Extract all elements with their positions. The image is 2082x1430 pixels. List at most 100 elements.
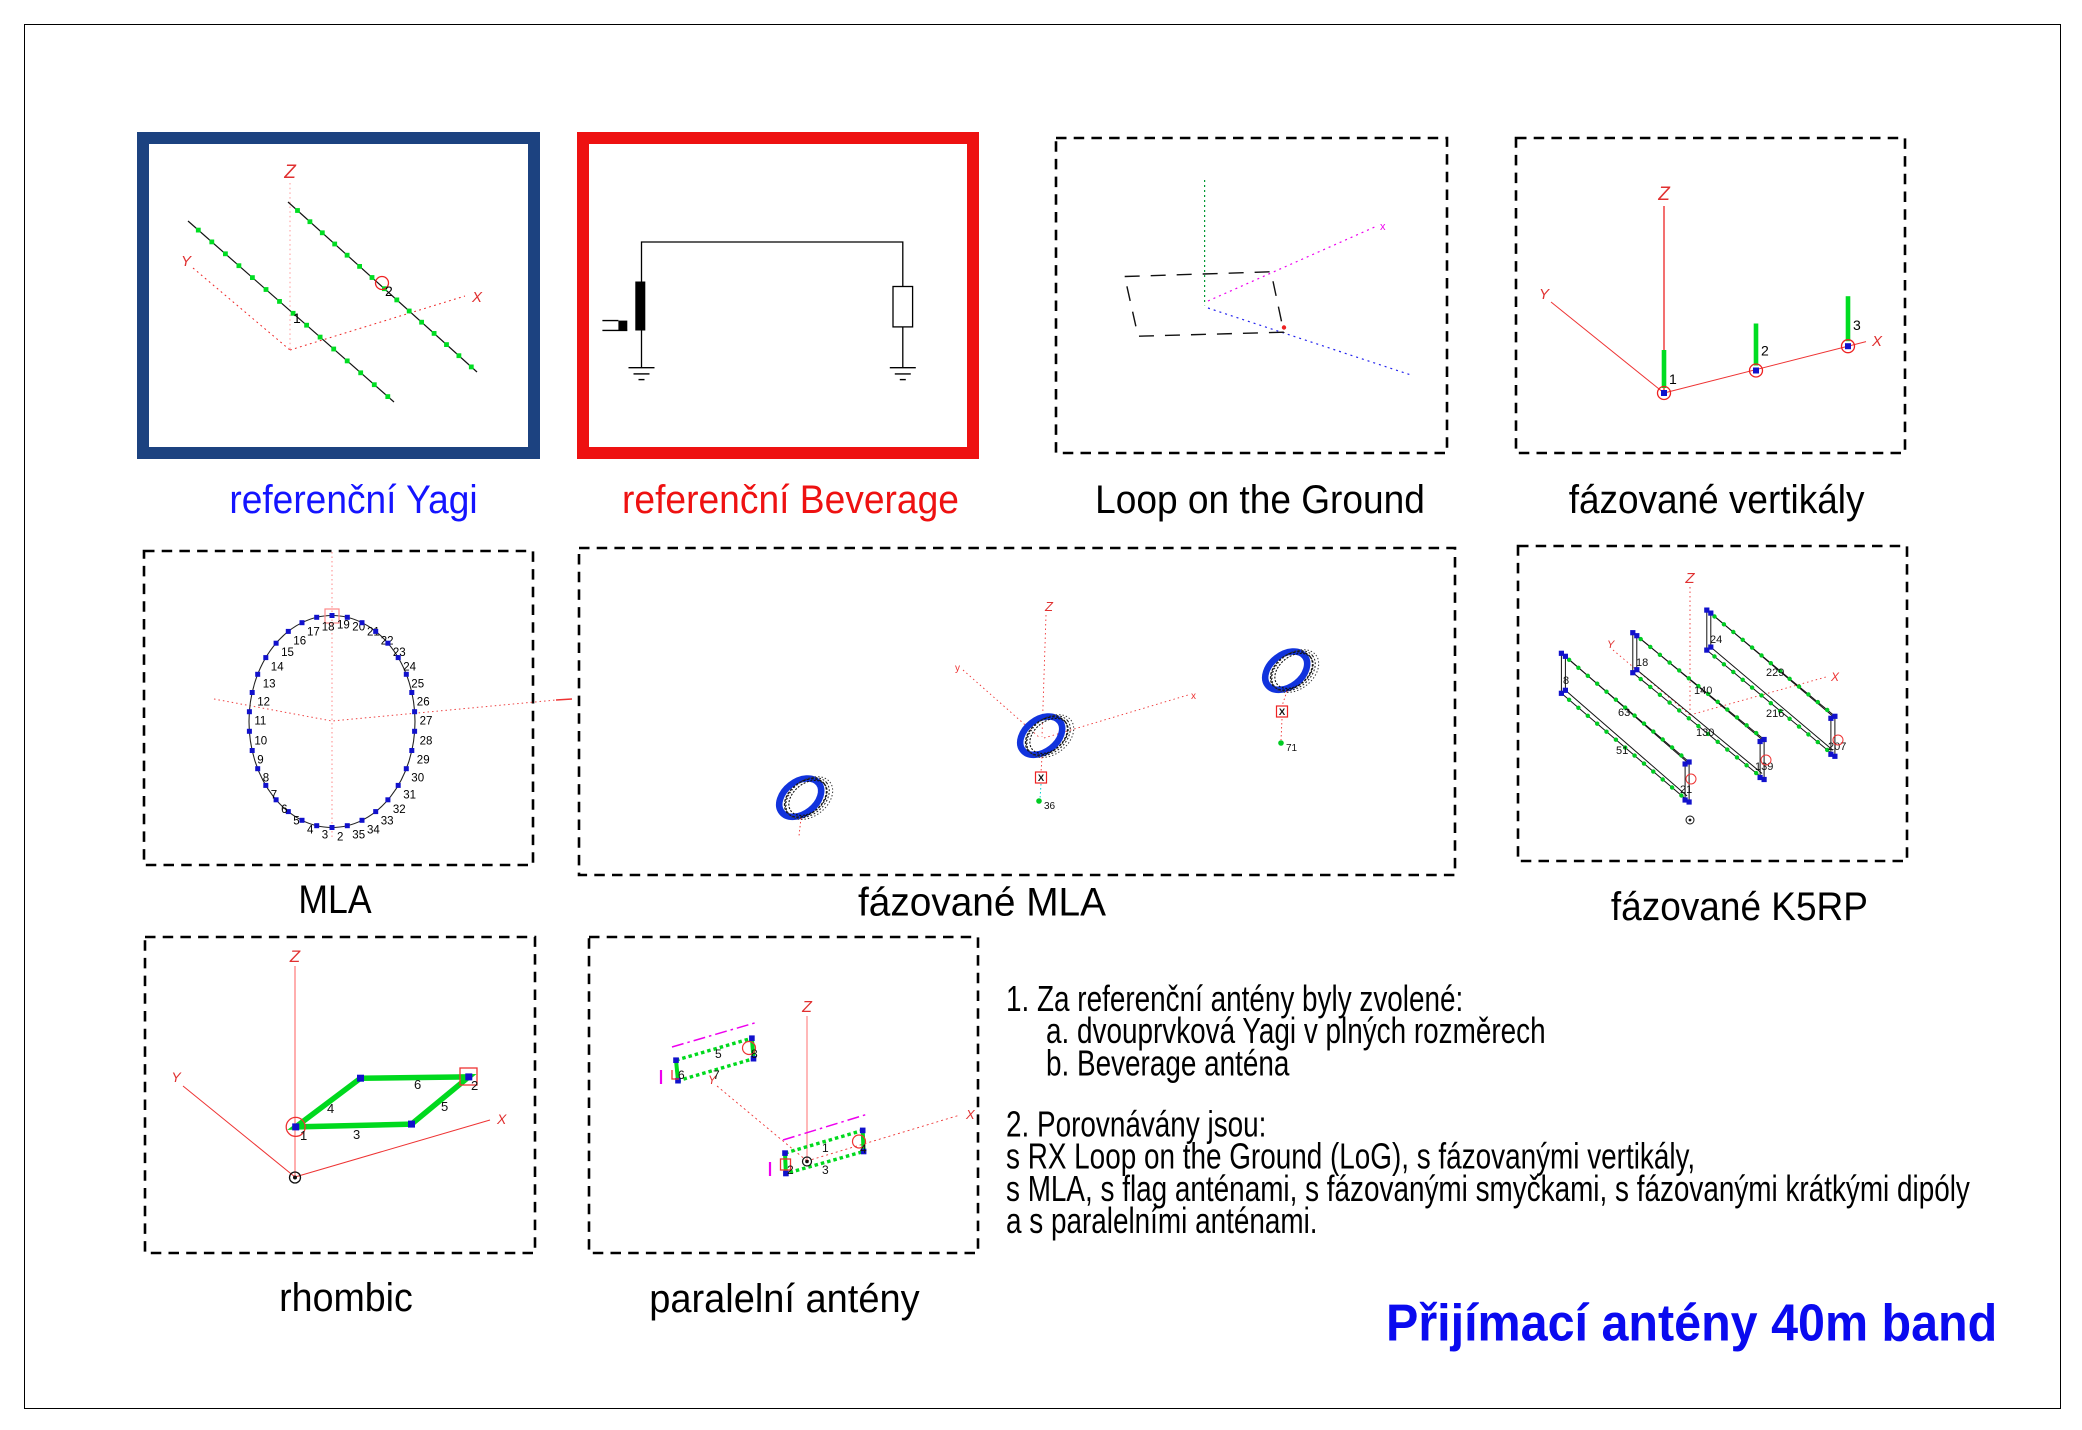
svg-text:6: 6 <box>678 1068 685 1082</box>
svg-text:Y: Y <box>708 1073 717 1087</box>
svg-text:15: 15 <box>281 647 294 659</box>
svg-text:8: 8 <box>263 773 269 785</box>
svg-text:32: 32 <box>393 804 406 816</box>
svg-text:Z: Z <box>283 162 297 183</box>
svg-text:Loop on the Ground: Loop on the Ground <box>1095 478 1425 523</box>
svg-text:24: 24 <box>403 662 416 674</box>
svg-text:X: X <box>965 1107 976 1122</box>
svg-text:X: X <box>1279 707 1286 718</box>
svg-text:7: 7 <box>271 789 277 801</box>
svg-text:a s paralelními anténami.: a s paralelními anténami. <box>1006 1201 1318 1241</box>
svg-text:s RX Loop on the Ground (LoG),: s RX Loop on the Ground (LoG), s fázovan… <box>1006 1136 1695 1176</box>
svg-text:3: 3 <box>353 1127 360 1142</box>
svg-text:2: 2 <box>787 1163 794 1177</box>
svg-text:MLA: MLA <box>298 878 372 922</box>
svg-text:1: 1 <box>300 1128 307 1143</box>
svg-text:26: 26 <box>417 697 430 709</box>
svg-text:36: 36 <box>1044 801 1056 812</box>
svg-text:19: 19 <box>337 620 350 632</box>
svg-text:Z: Z <box>1044 599 1054 614</box>
svg-text:a. dvouprvková Yagi v plných r: a. dvouprvková Yagi v plných rozměrech <box>1046 1011 1546 1051</box>
svg-text:fázované K5RP: fázované K5RP <box>1611 885 1868 930</box>
svg-text:29: 29 <box>417 755 430 767</box>
svg-text:y: y <box>955 663 960 674</box>
svg-text:rhombic: rhombic <box>279 1276 413 1320</box>
svg-text:71: 71 <box>1286 743 1298 754</box>
svg-text:2: 2 <box>471 1078 478 1093</box>
svg-text:3: 3 <box>322 830 328 842</box>
svg-text:11: 11 <box>254 716 266 728</box>
svg-text:1: 1 <box>1669 371 1677 387</box>
svg-text:referenční Beverage: referenční Beverage <box>622 478 959 523</box>
svg-text:x: x <box>1380 221 1386 233</box>
svg-text:Y: Y <box>1539 286 1550 303</box>
svg-text:2: 2 <box>1761 343 1769 359</box>
svg-text:18: 18 <box>1636 657 1648 669</box>
svg-text:51: 51 <box>1616 745 1628 757</box>
svg-text:13: 13 <box>263 678 276 690</box>
svg-text:s MLA, s flag anténami, s fázo: s MLA, s flag anténami, s fázovanými smy… <box>1006 1168 1971 1208</box>
svg-text:35: 35 <box>352 830 365 842</box>
svg-text:2: 2 <box>385 283 393 299</box>
svg-text:30: 30 <box>411 773 424 785</box>
svg-text:10: 10 <box>254 735 267 747</box>
svg-text:34: 34 <box>367 824 380 836</box>
svg-text:3: 3 <box>1853 317 1861 333</box>
svg-text:140: 140 <box>1694 685 1712 697</box>
svg-text:paralelní antény: paralelní antény <box>649 1277 920 1321</box>
svg-text:Z: Z <box>1657 184 1671 205</box>
svg-text:X: X <box>471 289 483 306</box>
svg-text:4: 4 <box>307 824 314 836</box>
svg-text:Y: Y <box>181 253 192 270</box>
svg-text:63: 63 <box>1618 707 1630 719</box>
svg-text:fázované MLA: fázované MLA <box>858 880 1107 925</box>
svg-text:9: 9 <box>257 755 263 767</box>
svg-text:X: X <box>1830 670 1840 684</box>
svg-text:2: 2 <box>337 832 343 844</box>
svg-text:7: 7 <box>713 1068 720 1082</box>
svg-text:5: 5 <box>715 1047 722 1061</box>
svg-text:Y: Y <box>1607 639 1615 651</box>
svg-text:207: 207 <box>1828 741 1846 753</box>
svg-text:6: 6 <box>281 804 287 816</box>
svg-text:2. Porovnávány jsou:: 2. Porovnávány jsou: <box>1006 1104 1266 1144</box>
svg-text:17: 17 <box>307 627 320 639</box>
svg-text:Z: Z <box>801 999 813 1016</box>
svg-text:x: x <box>1191 691 1196 702</box>
svg-text:X: X <box>1038 773 1045 784</box>
svg-text:33: 33 <box>381 816 394 828</box>
svg-text:16: 16 <box>293 635 306 647</box>
svg-text:130: 130 <box>1696 727 1714 739</box>
svg-text:X: X <box>496 1111 507 1127</box>
svg-text:1: 1 <box>822 1141 829 1155</box>
svg-text:8: 8 <box>1563 675 1569 687</box>
svg-text:1: 1 <box>293 310 301 326</box>
svg-text:12: 12 <box>257 697 270 709</box>
svg-text:18: 18 <box>322 621 335 633</box>
svg-text:fázované vertikály: fázované vertikály <box>1569 478 1865 523</box>
svg-text:4: 4 <box>860 1142 867 1156</box>
svg-text:Z: Z <box>1684 570 1695 587</box>
svg-text:28: 28 <box>420 735 433 747</box>
svg-text:31: 31 <box>403 789 416 801</box>
svg-text:6: 6 <box>414 1077 421 1092</box>
svg-text:X: X <box>1871 333 1883 350</box>
svg-text:Z: Z <box>289 947 301 966</box>
svg-text:27: 27 <box>420 716 433 728</box>
svg-text:3: 3 <box>822 1163 829 1177</box>
svg-text:5: 5 <box>293 816 299 828</box>
svg-text:5: 5 <box>441 1099 448 1114</box>
svg-text:8: 8 <box>751 1047 758 1061</box>
svg-text:24: 24 <box>1710 634 1722 646</box>
svg-text:1. Za referenční antény byly z: 1. Za referenční antény byly zvolené: <box>1006 978 1463 1018</box>
svg-text:b. Beverage anténa: b. Beverage anténa <box>1046 1043 1289 1083</box>
svg-text:25: 25 <box>411 678 424 690</box>
svg-text:Y: Y <box>171 1069 182 1085</box>
svg-text:4: 4 <box>327 1101 334 1116</box>
svg-text:14: 14 <box>271 662 284 674</box>
svg-text:21: 21 <box>1680 784 1692 796</box>
svg-text:referenční Yagi: referenční Yagi <box>229 478 477 523</box>
svg-text:229: 229 <box>1766 667 1784 679</box>
svg-text:Přijímací antény 40m band: Přijímací antény 40m band <box>1386 1294 1997 1352</box>
svg-text:216: 216 <box>1766 708 1784 720</box>
